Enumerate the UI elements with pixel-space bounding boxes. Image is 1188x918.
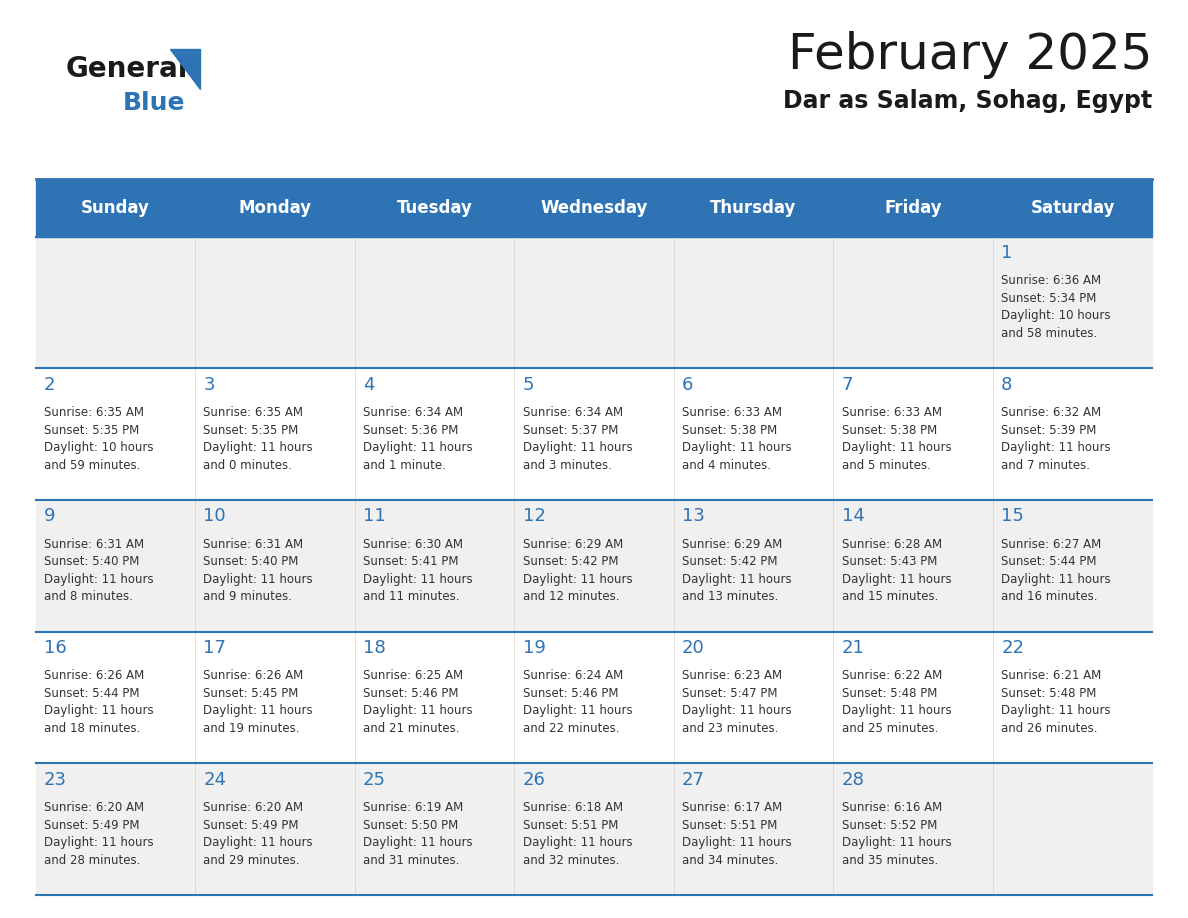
Text: Sunrise: 6:21 AM
Sunset: 5:48 PM
Daylight: 11 hours
and 26 minutes.: Sunrise: 6:21 AM Sunset: 5:48 PM Dayligh…: [1001, 669, 1111, 735]
Text: 25: 25: [364, 771, 386, 789]
Text: Tuesday: Tuesday: [397, 199, 473, 217]
Text: 21: 21: [841, 639, 865, 657]
Text: 4: 4: [364, 375, 374, 394]
Text: Sunrise: 6:23 AM
Sunset: 5:47 PM
Daylight: 11 hours
and 23 minutes.: Sunrise: 6:23 AM Sunset: 5:47 PM Dayligh…: [682, 669, 791, 735]
Text: Sunrise: 6:27 AM
Sunset: 5:44 PM
Daylight: 11 hours
and 16 minutes.: Sunrise: 6:27 AM Sunset: 5:44 PM Dayligh…: [1001, 538, 1111, 603]
Text: Blue: Blue: [122, 91, 185, 115]
Text: 28: 28: [841, 771, 865, 789]
Text: 15: 15: [1001, 508, 1024, 525]
Text: Sunrise: 6:35 AM
Sunset: 5:35 PM
Daylight: 10 hours
and 59 minutes.: Sunrise: 6:35 AM Sunset: 5:35 PM Dayligh…: [44, 406, 153, 472]
Text: 8: 8: [1001, 375, 1012, 394]
Text: Sunrise: 6:29 AM
Sunset: 5:42 PM
Daylight: 11 hours
and 12 minutes.: Sunrise: 6:29 AM Sunset: 5:42 PM Dayligh…: [523, 538, 632, 603]
Text: General: General: [65, 55, 188, 83]
Text: Sunrise: 6:28 AM
Sunset: 5:43 PM
Daylight: 11 hours
and 15 minutes.: Sunrise: 6:28 AM Sunset: 5:43 PM Dayligh…: [841, 538, 952, 603]
Bar: [36, 237, 1152, 368]
Text: 18: 18: [364, 639, 386, 657]
Text: 9: 9: [44, 508, 56, 525]
Text: Sunrise: 6:20 AM
Sunset: 5:49 PM
Daylight: 11 hours
and 28 minutes.: Sunrise: 6:20 AM Sunset: 5:49 PM Dayligh…: [44, 801, 153, 867]
Text: 16: 16: [44, 639, 67, 657]
Text: 27: 27: [682, 771, 706, 789]
Text: Sunrise: 6:35 AM
Sunset: 5:35 PM
Daylight: 11 hours
and 0 minutes.: Sunrise: 6:35 AM Sunset: 5:35 PM Dayligh…: [203, 406, 314, 472]
Text: Sunrise: 6:20 AM
Sunset: 5:49 PM
Daylight: 11 hours
and 29 minutes.: Sunrise: 6:20 AM Sunset: 5:49 PM Dayligh…: [203, 801, 314, 867]
Bar: [36, 179, 1152, 237]
Text: Sunrise: 6:29 AM
Sunset: 5:42 PM
Daylight: 11 hours
and 13 minutes.: Sunrise: 6:29 AM Sunset: 5:42 PM Dayligh…: [682, 538, 791, 603]
Text: Sunrise: 6:26 AM
Sunset: 5:44 PM
Daylight: 11 hours
and 18 minutes.: Sunrise: 6:26 AM Sunset: 5:44 PM Dayligh…: [44, 669, 153, 735]
Text: Friday: Friday: [884, 199, 942, 217]
Text: Saturday: Saturday: [1030, 199, 1114, 217]
Text: Sunday: Sunday: [81, 199, 150, 217]
Text: 26: 26: [523, 771, 545, 789]
Text: Monday: Monday: [239, 199, 311, 217]
Text: 13: 13: [682, 508, 704, 525]
Text: 23: 23: [44, 771, 67, 789]
Text: Sunrise: 6:16 AM
Sunset: 5:52 PM
Daylight: 11 hours
and 35 minutes.: Sunrise: 6:16 AM Sunset: 5:52 PM Dayligh…: [841, 801, 952, 867]
Text: Sunrise: 6:17 AM
Sunset: 5:51 PM
Daylight: 11 hours
and 34 minutes.: Sunrise: 6:17 AM Sunset: 5:51 PM Dayligh…: [682, 801, 791, 867]
Text: Sunrise: 6:26 AM
Sunset: 5:45 PM
Daylight: 11 hours
and 19 minutes.: Sunrise: 6:26 AM Sunset: 5:45 PM Dayligh…: [203, 669, 314, 735]
Text: 11: 11: [364, 508, 386, 525]
Text: 19: 19: [523, 639, 545, 657]
Text: Sunrise: 6:33 AM
Sunset: 5:38 PM
Daylight: 11 hours
and 5 minutes.: Sunrise: 6:33 AM Sunset: 5:38 PM Dayligh…: [841, 406, 952, 472]
Text: Sunrise: 6:30 AM
Sunset: 5:41 PM
Daylight: 11 hours
and 11 minutes.: Sunrise: 6:30 AM Sunset: 5:41 PM Dayligh…: [364, 538, 473, 603]
Text: Sunrise: 6:36 AM
Sunset: 5:34 PM
Daylight: 10 hours
and 58 minutes.: Sunrise: 6:36 AM Sunset: 5:34 PM Dayligh…: [1001, 274, 1111, 340]
Text: 6: 6: [682, 375, 694, 394]
Bar: [36, 764, 1152, 895]
Polygon shape: [170, 49, 200, 89]
Bar: [36, 500, 1152, 632]
Text: Sunrise: 6:31 AM
Sunset: 5:40 PM
Daylight: 11 hours
and 8 minutes.: Sunrise: 6:31 AM Sunset: 5:40 PM Dayligh…: [44, 538, 153, 603]
Text: Dar as Salam, Sohag, Egypt: Dar as Salam, Sohag, Egypt: [783, 89, 1152, 113]
Text: 14: 14: [841, 508, 865, 525]
Text: 5: 5: [523, 375, 535, 394]
Text: 20: 20: [682, 639, 704, 657]
Bar: [36, 632, 1152, 764]
Text: Sunrise: 6:19 AM
Sunset: 5:50 PM
Daylight: 11 hours
and 31 minutes.: Sunrise: 6:19 AM Sunset: 5:50 PM Dayligh…: [364, 801, 473, 867]
Text: Sunrise: 6:24 AM
Sunset: 5:46 PM
Daylight: 11 hours
and 22 minutes.: Sunrise: 6:24 AM Sunset: 5:46 PM Dayligh…: [523, 669, 632, 735]
Text: 2: 2: [44, 375, 56, 394]
Text: 24: 24: [203, 771, 227, 789]
Text: 10: 10: [203, 508, 226, 525]
Bar: [36, 368, 1152, 500]
Text: 12: 12: [523, 508, 545, 525]
Text: 22: 22: [1001, 639, 1024, 657]
Text: Sunrise: 6:32 AM
Sunset: 5:39 PM
Daylight: 11 hours
and 7 minutes.: Sunrise: 6:32 AM Sunset: 5:39 PM Dayligh…: [1001, 406, 1111, 472]
Text: Thursday: Thursday: [710, 199, 797, 217]
Text: 1: 1: [1001, 244, 1012, 263]
Text: Sunrise: 6:34 AM
Sunset: 5:37 PM
Daylight: 11 hours
and 3 minutes.: Sunrise: 6:34 AM Sunset: 5:37 PM Dayligh…: [523, 406, 632, 472]
Text: Sunrise: 6:34 AM
Sunset: 5:36 PM
Daylight: 11 hours
and 1 minute.: Sunrise: 6:34 AM Sunset: 5:36 PM Dayligh…: [364, 406, 473, 472]
Text: Sunrise: 6:31 AM
Sunset: 5:40 PM
Daylight: 11 hours
and 9 minutes.: Sunrise: 6:31 AM Sunset: 5:40 PM Dayligh…: [203, 538, 314, 603]
Text: 17: 17: [203, 639, 227, 657]
Text: Wednesday: Wednesday: [541, 199, 647, 217]
Text: Sunrise: 6:22 AM
Sunset: 5:48 PM
Daylight: 11 hours
and 25 minutes.: Sunrise: 6:22 AM Sunset: 5:48 PM Dayligh…: [841, 669, 952, 735]
Text: Sunrise: 6:18 AM
Sunset: 5:51 PM
Daylight: 11 hours
and 32 minutes.: Sunrise: 6:18 AM Sunset: 5:51 PM Dayligh…: [523, 801, 632, 867]
Text: Sunrise: 6:25 AM
Sunset: 5:46 PM
Daylight: 11 hours
and 21 minutes.: Sunrise: 6:25 AM Sunset: 5:46 PM Dayligh…: [364, 669, 473, 735]
Text: February 2025: February 2025: [788, 31, 1152, 79]
Text: 3: 3: [203, 375, 215, 394]
Text: Sunrise: 6:33 AM
Sunset: 5:38 PM
Daylight: 11 hours
and 4 minutes.: Sunrise: 6:33 AM Sunset: 5:38 PM Dayligh…: [682, 406, 791, 472]
Text: 7: 7: [841, 375, 853, 394]
